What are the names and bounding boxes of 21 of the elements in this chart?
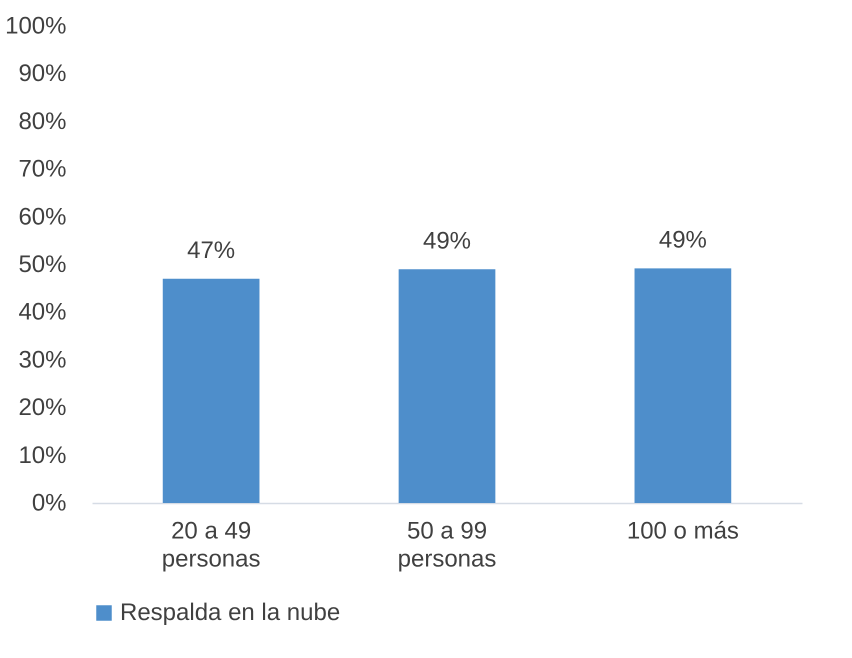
y-tick-label: 40% [18,298,66,326]
y-tick-label: 10% [18,442,66,469]
text: 49% [658,226,707,254]
bar [162,278,260,503]
y-tick-label: 0% [32,490,66,516]
y-tick-label: 80% [18,108,66,135]
y-tick-label: 60% [18,203,66,230]
y-tick-label: 20% [18,394,66,422]
y-tick-label: 50% [18,251,66,278]
legend-label: Respalda en la nube [120,599,340,626]
bar [398,269,496,503]
text: 47% [187,236,236,264]
y-tick-label: 100% [5,12,66,40]
bar [634,268,732,503]
x-tick-label: 50 a 99 personas [398,518,496,572]
x-tick-label: 100 o más [626,518,739,544]
y-tick-label: 90% [18,60,66,88]
y-tick-label: 70% [18,156,66,183]
y-tick-label: 30% [18,346,66,374]
x-tick-label: 20 a 49 personas [162,518,260,572]
text: 49% [422,227,472,254]
